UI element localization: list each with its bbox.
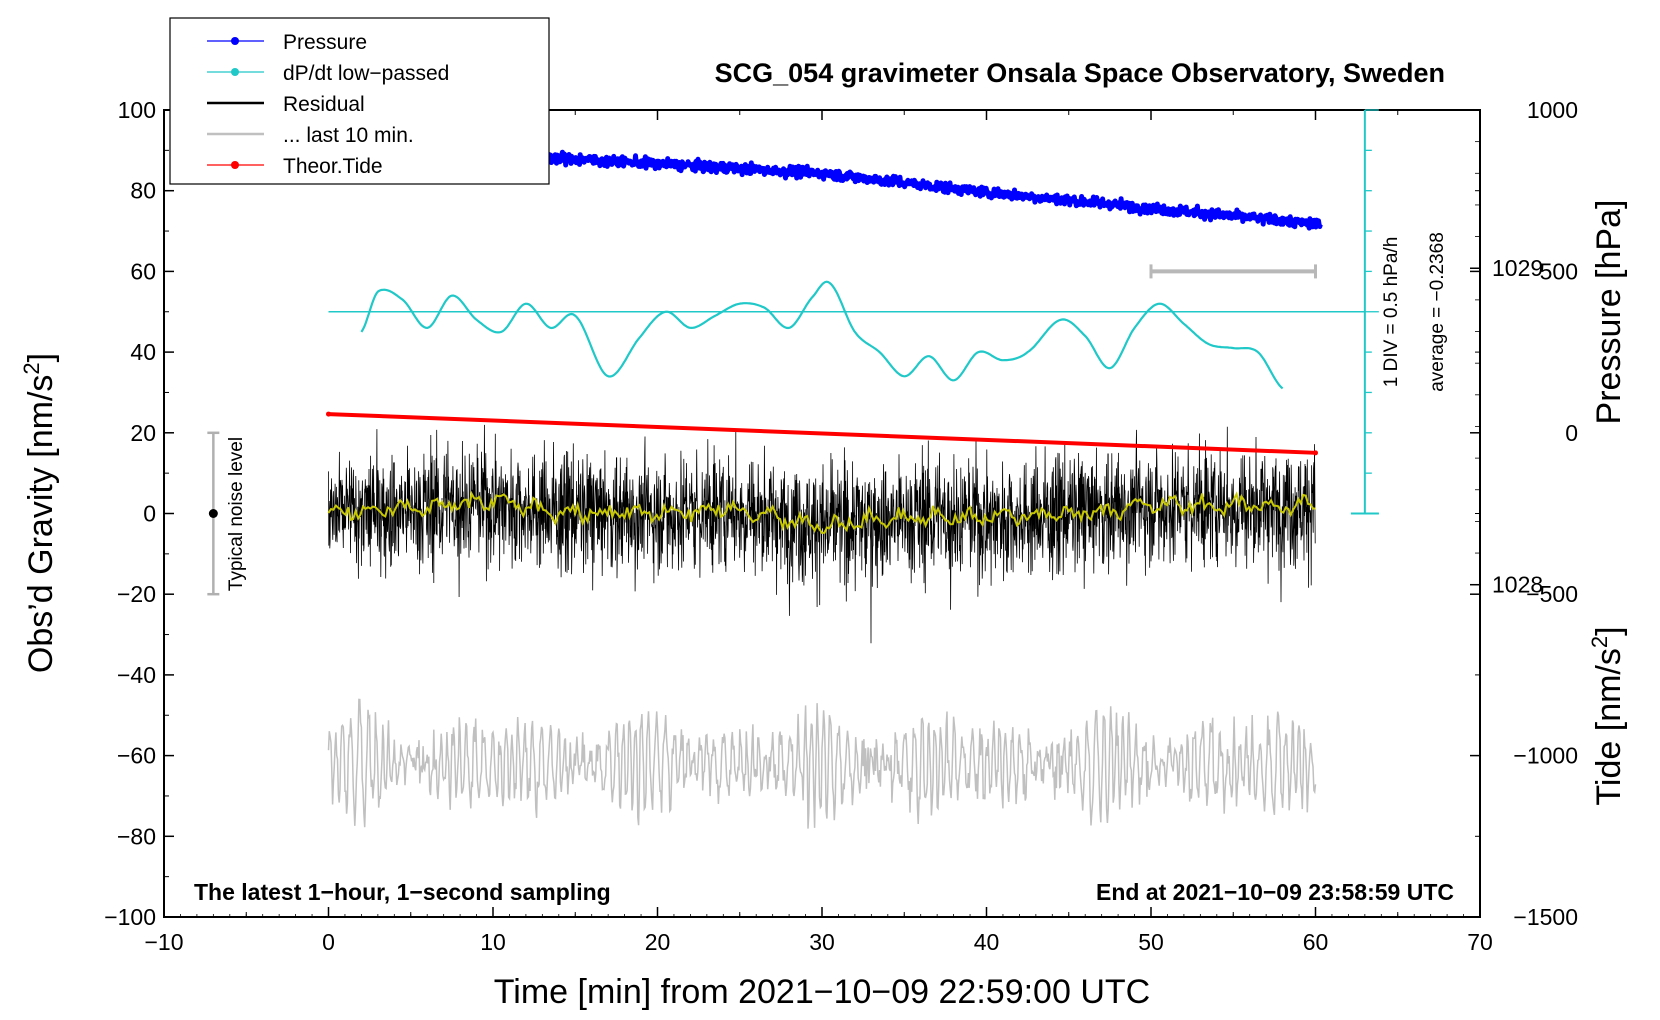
x-axis-label: Time [min] from 2021−10−09 22:59:00 UTC [494, 973, 1150, 1011]
y-tick-label: −100 [104, 904, 156, 930]
noise-level-indicator [207, 431, 220, 596]
div-label: 1 DIV = 0.5 hPa/h [1381, 237, 1402, 388]
y-axis-label-left-sup: 2 [19, 362, 44, 374]
pressure-point [1312, 220, 1319, 228]
tide-line [328, 412, 1316, 455]
tide-tick-label: 500 [1540, 258, 1578, 284]
legend-label: Pressure [283, 31, 367, 54]
dpdt-line [360, 280, 1284, 390]
y-tick-label: −60 [117, 743, 156, 769]
legend-marker [231, 68, 239, 76]
legend-marker [231, 37, 239, 45]
y-tick-label: −40 [117, 662, 156, 688]
y-axis-ticks: −100 −80 −60 −40 −20 0 20 40 60 80 100 [104, 97, 174, 930]
pressure-point [818, 169, 826, 177]
x-axis-ticks: −10 0 10 20 30 40 50 60 70 [144, 110, 1493, 955]
y-tick-label: 100 [118, 97, 156, 123]
bottom-left-note: The latest 1−hour, 1−second sampling [194, 879, 611, 905]
x-tick-label: −10 [144, 929, 183, 955]
tide-tick-label: −500 [1526, 581, 1578, 607]
last-10-min-line [327, 698, 1317, 829]
x-tick-label: 50 [1138, 929, 1164, 955]
y-axis-label-left: Obs’d Gravity [nm/s2] [19, 353, 60, 673]
legend-item: Theor.Tide [207, 155, 383, 178]
pressure-tick-label: 1028 [1492, 572, 1543, 598]
bottom-right-note: End at 2021−10−09 23:58:59 UTC [1096, 879, 1454, 905]
chart-title: SCG_054 gravimeter Onsala Space Observat… [715, 58, 1445, 88]
legend-label: ... last 10 min. [283, 124, 414, 147]
tide-axis-label-sup: 2 [1587, 636, 1612, 648]
legend-box [169, 17, 550, 185]
legend-item: dP/dt low−passed [207, 62, 449, 85]
residual-series-group [327, 424, 1316, 644]
x-tick-label: 20 [645, 929, 671, 955]
x-tick-label: 70 [1467, 929, 1493, 955]
x-tick-label: 60 [1303, 929, 1329, 955]
tide-series-group [326, 411, 1318, 456]
y-tick-label: −80 [117, 823, 156, 849]
x-tick-label: 30 [809, 929, 835, 955]
residual-smoothed-line [327, 490, 1316, 535]
noise-dot [208, 509, 218, 518]
dpdt-series-group [328, 280, 1365, 390]
noise-label: Typical noise level [226, 437, 247, 591]
tide-tick-label: −1500 [1513, 904, 1578, 930]
x-tick-label: 0 [322, 929, 335, 955]
tide-tick-label: −1000 [1513, 743, 1578, 769]
legend-label: dP/dt low−passed [283, 62, 449, 85]
legend-label: Residual [283, 93, 365, 116]
pressure-point [1147, 204, 1155, 212]
x-tick-label: 40 [974, 929, 1000, 955]
tide-tick-label: 0 [1565, 420, 1578, 446]
legend-item: Pressure [207, 31, 367, 54]
y-tick-label: −20 [117, 581, 156, 607]
y-tick-label: 20 [130, 420, 156, 446]
last-10-min-bar [1149, 264, 1317, 279]
y-tick-label: 40 [130, 339, 156, 365]
pressure-point [983, 188, 990, 196]
tide-axis-ticks: −1500 −1000 −500 0 500 1000 [1470, 97, 1578, 930]
pressure-axis-ticks: 102810291030 [1470, 141, 1543, 598]
residual-line [328, 424, 1316, 644]
pressure-axis-label: Pressure [hPa] [1590, 200, 1628, 425]
y-tick-label: 0 [143, 501, 156, 527]
legend-item: ... last 10 min. [207, 124, 414, 147]
average-label: average = −0.2368 [1427, 232, 1448, 392]
pressure-point [654, 160, 661, 168]
legend-marker [231, 161, 239, 169]
legend-items: Pressure dP/dt low−passed Residual ... last… [207, 31, 449, 178]
tide-tick-label: 1000 [1527, 97, 1578, 123]
pressure-tick-label: 1029 [1492, 255, 1543, 281]
y-tick-label: 60 [130, 258, 156, 284]
legend-item: Residual [207, 93, 365, 116]
y-tick-label: 80 [130, 178, 156, 204]
last-10-min-series-group [327, 698, 1317, 829]
tide-point [1313, 450, 1318, 456]
x-tick-label: 10 [480, 929, 506, 955]
tide-point [326, 411, 331, 417]
legend-label: Theor.Tide [283, 155, 383, 178]
tide-axis-label: Tide [nm/s2] [1587, 626, 1628, 805]
legend: Pressure dP/dt low−passed Residual ... last… [169, 17, 550, 185]
